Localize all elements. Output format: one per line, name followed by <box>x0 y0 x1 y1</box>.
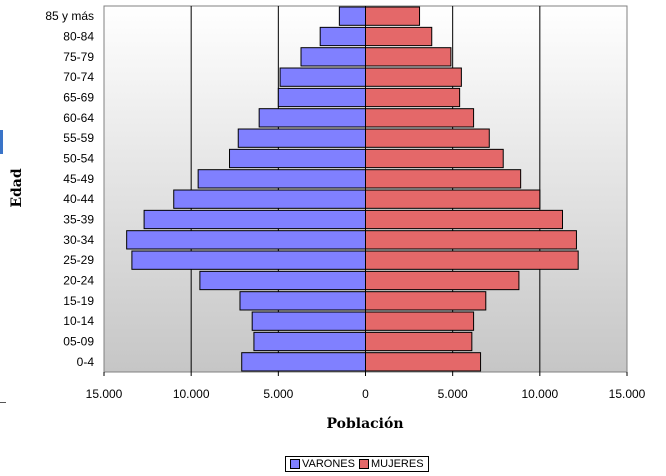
bar-male <box>338 6 367 26</box>
y-tick-label: 55-59 <box>63 131 94 145</box>
bar-male <box>197 169 366 189</box>
bar-male <box>229 148 366 169</box>
bar-female <box>365 189 541 209</box>
bar-male <box>241 352 366 372</box>
bar-male <box>173 189 366 209</box>
bar-female <box>365 250 579 270</box>
x-axis-title: Población <box>326 416 403 432</box>
y-tick-labels: 0-4 05-09 10-14 15-19 20-24 25-29 30-34 35-39 40… <box>45 9 94 369</box>
y-tick-label: 20-24 <box>63 274 94 288</box>
bars <box>126 6 579 372</box>
legend-label-female: MUJERES <box>370 458 424 470</box>
bar-female <box>365 352 482 372</box>
y-tick-label: 65-69 <box>63 91 94 105</box>
bar-female <box>365 331 473 352</box>
bar-male <box>253 331 366 352</box>
bar-female <box>365 148 504 169</box>
bar-female <box>365 291 487 311</box>
y-tick-label: 05-09 <box>63 335 94 349</box>
y-tick-label: 80-84 <box>63 30 94 44</box>
bar-male <box>258 108 367 128</box>
y-tick-label: 70-74 <box>63 70 94 84</box>
y-tick-label: 85 y más <box>45 9 94 23</box>
legend-swatch-male <box>290 459 300 469</box>
bar-female <box>365 209 563 230</box>
bar-female <box>365 108 475 128</box>
bar-male <box>237 128 366 148</box>
y-tick-label: 60-64 <box>63 111 94 125</box>
x-tick-label: 10.000 <box>173 387 210 401</box>
bar-male <box>126 230 366 250</box>
x-tick-label: 15.000 <box>86 387 123 401</box>
y-tick-label: 30-34 <box>63 233 94 247</box>
legend-item-female: MUJERES <box>358 458 424 470</box>
bar-male <box>277 87 367 108</box>
bar-female <box>365 128 490 148</box>
x-tick-label: 15.000 <box>609 387 646 401</box>
bar-female <box>365 6 421 26</box>
bar-male <box>131 250 366 270</box>
y-tick-label: 10-14 <box>63 314 94 328</box>
bar-male <box>319 26 367 47</box>
left-edge-tick <box>0 402 6 403</box>
bar-female <box>365 230 577 250</box>
bar-male <box>239 291 366 311</box>
y-axis-title: Edad <box>9 168 25 208</box>
legend-swatch-female <box>358 459 369 469</box>
bar-female <box>365 270 520 291</box>
y-tick-label: 40-44 <box>63 192 94 206</box>
bar-male <box>143 209 366 230</box>
x-tick-label: 0 <box>362 387 369 401</box>
y-tick-label: 25-29 <box>63 253 94 267</box>
y-tick-label: 45-49 <box>63 172 94 186</box>
bar-female <box>365 67 462 87</box>
bar-female <box>365 169 522 189</box>
bar-female <box>365 87 461 108</box>
x-tick-label: 5.000 <box>438 387 468 401</box>
y-tick-label: 0-4 <box>77 355 95 369</box>
bar-male <box>251 311 366 331</box>
grid-lines <box>103 6 628 376</box>
bar-male <box>300 47 367 67</box>
legend-item-male: VARONES <box>290 458 355 470</box>
bar-male <box>199 270 366 291</box>
x-tick-label: 10.000 <box>521 387 558 401</box>
bar-female <box>365 47 452 67</box>
y-tick-label: 50-54 <box>63 152 94 166</box>
y-tick-label: 15-19 <box>63 294 94 308</box>
legend: VARONES MUJERES <box>285 456 429 472</box>
bar-male <box>279 67 366 87</box>
y-tick-label: 35-39 <box>63 213 94 227</box>
x-tick-label: 5.000 <box>263 387 293 401</box>
bar-female <box>365 26 433 47</box>
x-tick-labels: 15.000 10.000 5.000 0 5.000 10.000 15.000 <box>86 387 646 401</box>
left-edge-blue-mark <box>0 130 3 154</box>
bar-female <box>365 311 475 331</box>
y-tick-label: 75-79 <box>63 50 94 64</box>
legend-label-male: VARONES <box>302 458 355 470</box>
